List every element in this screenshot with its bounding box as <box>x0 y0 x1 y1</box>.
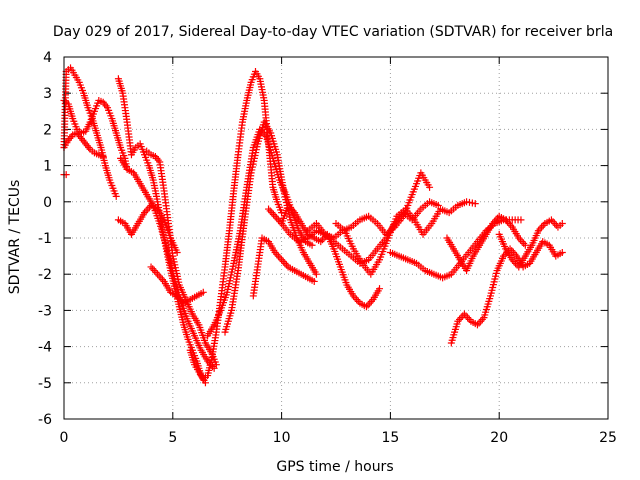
data-point <box>271 212 279 220</box>
y-tick-label: 4 <box>43 50 52 66</box>
data-point <box>521 241 529 249</box>
data-point <box>549 218 557 226</box>
data-point <box>152 268 160 276</box>
x-tick-label: 25 <box>599 430 617 446</box>
data-point <box>274 216 282 224</box>
series-arc-6 <box>117 154 218 372</box>
series-arc-8 <box>143 147 220 369</box>
data-point <box>147 263 155 271</box>
data-point <box>518 238 526 246</box>
plot-frame <box>63 56 609 420</box>
y-axis-label: SDTVAR / TECUs <box>7 180 23 295</box>
data-point <box>212 361 220 369</box>
data-point <box>149 265 157 273</box>
data-point <box>276 254 284 262</box>
chart-title: Day 029 of 2017, Sidereal Day-to-day VTE… <box>53 24 613 40</box>
x-tick-label: 5 <box>168 430 177 446</box>
data-point <box>517 216 525 224</box>
y-tick-labels: -6 -5 -4 -3 -2 -1 0 1 2 3 4 <box>38 50 52 428</box>
data-point <box>538 223 546 231</box>
series-arc-9 <box>147 263 207 307</box>
data-point <box>269 210 277 218</box>
series-arc-13 <box>249 234 318 300</box>
series-arc-21 <box>495 216 566 271</box>
x-tick-label: 10 <box>273 430 291 446</box>
data-point <box>426 183 434 191</box>
data-point <box>274 252 282 260</box>
data-point <box>558 220 566 228</box>
data-point <box>150 267 158 275</box>
data-point <box>312 270 320 278</box>
data-point <box>112 192 120 200</box>
series-arc-16 <box>304 169 434 242</box>
data-point <box>99 153 107 161</box>
series-arc-11 <box>204 125 316 340</box>
data-point <box>157 274 165 282</box>
y-tick-label: -2 <box>38 267 52 283</box>
series-arc-2 <box>60 96 131 173</box>
data-point <box>460 310 468 318</box>
data-point <box>266 207 274 215</box>
data-marks <box>60 64 566 387</box>
x-tick-labels: 0 5 10 15 20 25 <box>60 430 617 446</box>
y-tick-label: -1 <box>38 231 52 247</box>
y-tick-label: -3 <box>38 303 52 319</box>
data-point <box>457 314 465 322</box>
data-point <box>308 241 316 249</box>
data-point <box>155 272 163 280</box>
y-tick-label: 3 <box>43 86 52 102</box>
data-point <box>464 314 472 322</box>
data-point <box>353 296 361 304</box>
data-point <box>462 312 470 320</box>
y-tick-label: 0 <box>43 195 52 211</box>
data-point <box>475 319 483 327</box>
series-arc-19 <box>443 212 529 275</box>
y-tick-label: -6 <box>38 412 52 428</box>
y-tick-label: 2 <box>43 122 52 138</box>
x-tick-label: 20 <box>490 430 508 446</box>
data-point <box>278 256 286 264</box>
data-point <box>310 277 318 285</box>
data-point <box>268 209 276 217</box>
data-point <box>364 301 372 309</box>
series-arc-17 <box>332 198 479 278</box>
series-arc-18 <box>386 216 525 282</box>
data-point <box>173 248 181 256</box>
data-point <box>279 258 287 266</box>
data-point <box>154 270 162 278</box>
series-arc-20 <box>447 238 566 347</box>
y-tick-label: 1 <box>43 159 52 175</box>
data-point <box>376 285 384 293</box>
series-arc-4 <box>60 171 70 179</box>
y-tick-label: -4 <box>38 340 52 356</box>
data-point <box>471 200 479 208</box>
series-arc-3 <box>60 129 107 161</box>
data-point <box>558 248 566 256</box>
x-axis-label: GPS time / hours <box>276 459 393 475</box>
y-tick-label: -5 <box>38 376 52 392</box>
series-arc-1 <box>60 64 120 200</box>
data-point <box>199 288 207 296</box>
x-tick-label: 15 <box>381 430 399 446</box>
data-point <box>281 259 289 267</box>
data-point <box>520 239 528 247</box>
data-point <box>434 201 442 209</box>
x-tick-label: 0 <box>60 430 69 446</box>
data-point <box>265 205 273 213</box>
series-arc-12 <box>221 118 320 336</box>
